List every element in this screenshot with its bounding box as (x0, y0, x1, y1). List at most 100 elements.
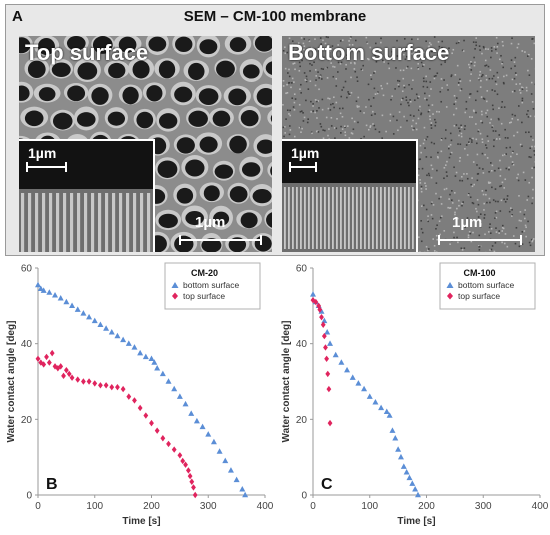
chart-b-point-bottom (227, 467, 234, 473)
chart-b-y-axis-title: Water contact angle [deg] (6, 321, 17, 443)
chart-c-y-tick-label: 40 (296, 339, 308, 350)
chart-c-point-top (324, 355, 330, 362)
chart-b-point-bottom (35, 281, 41, 288)
chart-c-legend-label: bottom surface (458, 280, 514, 290)
chart-b-point-bottom (91, 317, 98, 324)
top-inset-scale-label: 1µm (28, 145, 57, 161)
chart-b-point-bottom (37, 285, 44, 292)
chart-b-series-top (35, 349, 198, 499)
chart-b-legend-marker-bottom (171, 282, 179, 288)
chart-b-point-bottom (216, 448, 223, 454)
chart-b-point-bottom (114, 332, 121, 339)
chart-b-panel-letter: B (46, 476, 58, 493)
chart-b-point-bottom (159, 370, 166, 377)
chart-b-x-axis-title: Time [s] (122, 516, 160, 527)
chart-b-point-bottom (63, 298, 70, 305)
chart-c-panel-letter: C (321, 476, 333, 493)
top-scale-bar (179, 235, 262, 245)
chart-b-point-bottom (142, 353, 149, 360)
bottom-inset-scale-bar (289, 162, 317, 172)
chart-b-point-top (126, 393, 132, 400)
panel-letter-a: A (12, 8, 23, 25)
bottom-scale-label: 1µm (452, 214, 483, 231)
chart-b-point-bottom (199, 423, 206, 430)
chart-b-y-tick-label: 0 (26, 491, 32, 502)
chart-c-point-bottom (321, 317, 328, 324)
chart-b-point-top (109, 383, 115, 391)
chart-b-point-top (35, 355, 41, 362)
chart-c-point-top (319, 313, 324, 321)
chart-b-point-top (143, 412, 149, 419)
chart-b-x-tick-label: 300 (200, 501, 217, 512)
chart-b-legend-marker-top (172, 292, 178, 300)
chart-b-point-bottom (205, 431, 212, 437)
chart-b-point-top (149, 419, 154, 427)
chart-b-point-bottom (148, 355, 155, 361)
chart-b-point-bottom (182, 400, 189, 407)
chart-c-point-top (326, 385, 332, 393)
chart-c-x-tick-label: 100 (361, 501, 378, 512)
chart-b-point-top (103, 382, 109, 389)
chart-b-point-bottom (151, 359, 158, 365)
bottom-cross-section-micrograph (282, 141, 416, 252)
chart-b-point-top (189, 478, 195, 485)
chart-c-point-bottom (414, 491, 421, 498)
chart-b-point-top (177, 452, 183, 459)
chart-b-point-top (192, 491, 198, 499)
chart-b-point-top (92, 380, 98, 387)
chart-b-point-top (137, 404, 143, 412)
chart-b-cm20: 0 20 40 60 0 100 200 300 400 Time [s] Water contac… (0, 258, 275, 535)
chart-c-point-bottom (372, 399, 379, 405)
chart-c-point-top (317, 306, 323, 313)
chart-c-point-top (313, 298, 319, 306)
chart-b-point-bottom (103, 325, 110, 331)
chart-c-point-bottom (389, 427, 396, 433)
chart-c-legend-marker-top (447, 292, 453, 300)
chart-b-point-top (191, 484, 196, 491)
chart-b-point-top (75, 376, 81, 383)
chart-c-x-tick-label: 0 (310, 501, 316, 512)
chart-c-point-bottom (378, 404, 385, 411)
chart-b-point-top (69, 374, 75, 381)
chart-c-series-top (310, 296, 333, 427)
chart-c-y-axis-title: Water contact angle [deg] (281, 321, 292, 443)
chart-b-point-top (98, 382, 103, 389)
chart-b-point-bottom (193, 417, 200, 424)
chart-b-point-top (185, 467, 191, 474)
bottom-surface-image: Bottom surface 1µm 1µm (282, 36, 535, 252)
chart-b-point-top (86, 378, 92, 385)
top-cross-section-micrograph (19, 141, 153, 252)
chart-b-point-bottom (86, 313, 93, 320)
chart-b-point-bottom (222, 457, 229, 464)
top-inset-scale-bar (26, 162, 67, 172)
chart-c-point-bottom (324, 329, 331, 335)
chart-c-legend-title: CM-100 (463, 268, 495, 278)
chart-c-point-bottom (338, 359, 345, 365)
chart-b-legend (164, 262, 261, 310)
chart-b-point-top (66, 370, 72, 378)
chart-b-point-top (44, 353, 49, 361)
chart-c-point-bottom (361, 385, 368, 392)
chart-b-point-top (160, 435, 166, 442)
chart-b-point-top (81, 378, 86, 385)
chart-b-point-bottom (80, 310, 87, 316)
chart-b-point-bottom (242, 491, 249, 498)
chart-b-point-bottom (131, 344, 138, 350)
chart-c-point-bottom (332, 351, 339, 358)
chart-b-point-bottom (97, 321, 104, 327)
bottom-surface-label: Bottom surface (288, 40, 450, 65)
chart-c-x-axis-title: Time [s] (397, 516, 435, 527)
chart-b-point-bottom (154, 364, 161, 371)
chart-b-point-top (187, 472, 193, 480)
chart-c-y-tick-label: 20 (296, 415, 308, 426)
chart-b-point-bottom (171, 385, 178, 392)
chart-c-point-bottom (383, 408, 390, 414)
chart-b-point-bottom (239, 486, 246, 492)
chart-c-point-top (316, 302, 322, 310)
top-surface-image: Top surface 1µm 1µm (19, 36, 272, 252)
chart-c-point-bottom (397, 453, 404, 460)
chart-b-point-bottom (52, 291, 59, 298)
chart-b-point-top (115, 383, 120, 391)
chart-c-y-tick-label: 60 (296, 264, 308, 275)
chart-b-point-bottom (125, 340, 132, 346)
